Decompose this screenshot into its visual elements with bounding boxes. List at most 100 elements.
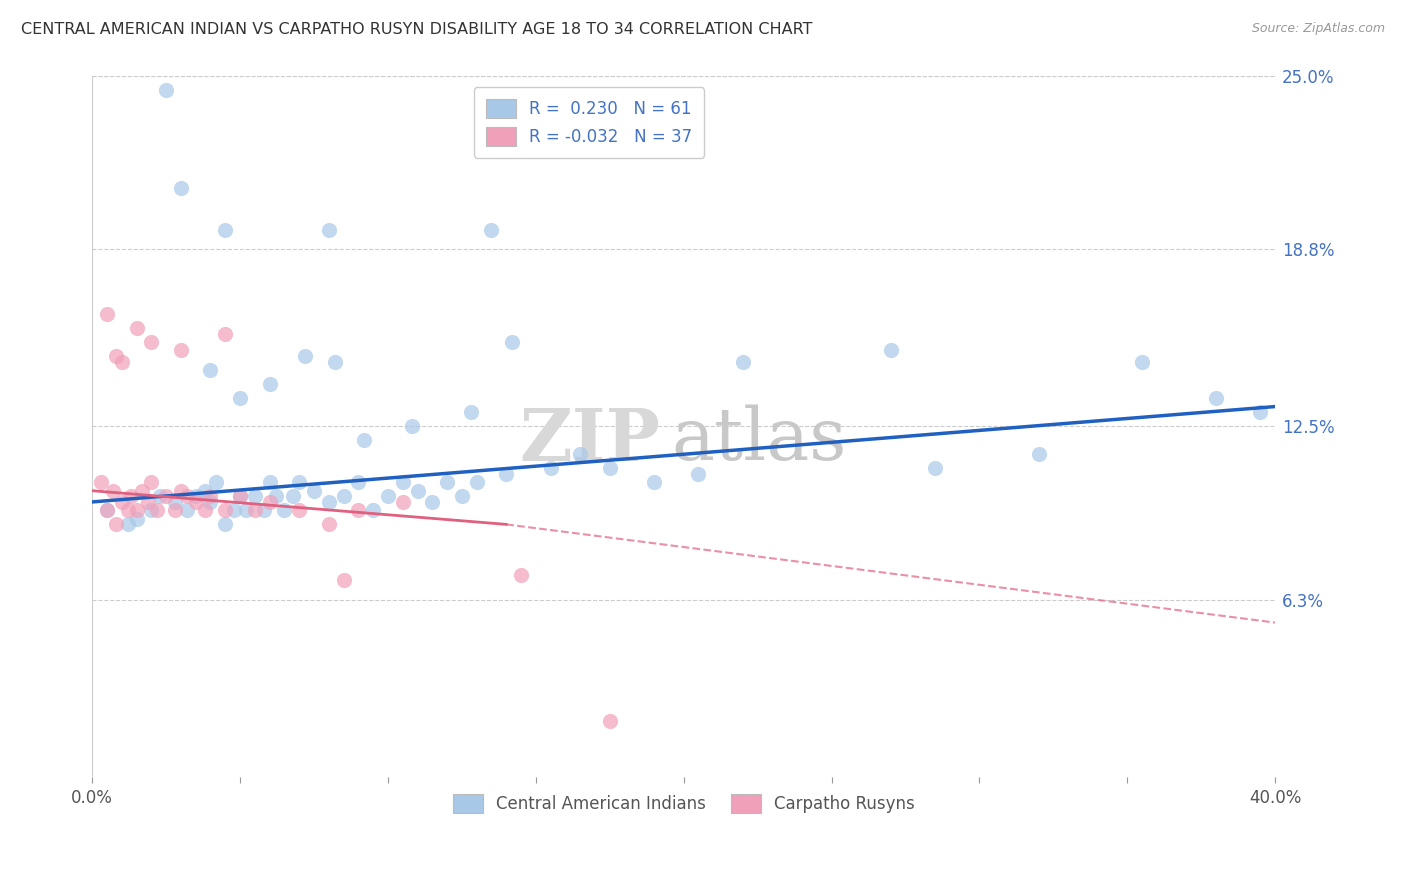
Point [193, 483, 215, 498]
Point [170, 483, 193, 498]
Point [176, 489, 198, 503]
Text: CENTRAL AMERICAN INDIAN VS CARPATHO RUSYN DISABILITY AGE 18 TO 34 CORRELATION CH: CENTRAL AMERICAN INDIAN VS CARPATHO RUSY… [21, 22, 813, 37]
Point [599, 714, 621, 728]
Point [731, 354, 754, 368]
Point [643, 475, 665, 490]
Point [460, 405, 482, 419]
Point [1249, 405, 1271, 419]
Point [125, 321, 148, 335]
Point [510, 567, 533, 582]
Point [170, 180, 193, 194]
Point [501, 334, 523, 349]
Point [111, 495, 134, 509]
Point [688, 467, 710, 481]
Point [465, 475, 488, 490]
Point [96, 307, 118, 321]
Point [924, 461, 946, 475]
Point [481, 223, 503, 237]
Point [318, 223, 340, 237]
Point [253, 503, 276, 517]
Point [141, 503, 163, 517]
Point [176, 503, 198, 517]
Point [205, 475, 228, 490]
Point [450, 489, 472, 503]
Point [599, 461, 621, 475]
Point [353, 434, 375, 448]
Point [283, 489, 305, 503]
Point [264, 489, 287, 503]
Point [224, 503, 246, 517]
Legend: Central American Indians, Carpatho Rusyns: Central American Indians, Carpatho Rusyn… [441, 782, 927, 824]
Text: atlas: atlas [672, 405, 848, 475]
Point [288, 475, 311, 490]
Point [391, 475, 413, 490]
Point [200, 489, 222, 503]
Point [214, 503, 236, 517]
Point [377, 489, 399, 503]
Point [214, 326, 236, 341]
Point [401, 419, 423, 434]
Point [120, 489, 142, 503]
Point [243, 503, 266, 517]
Point [1205, 391, 1227, 405]
Point [259, 495, 281, 509]
Point [243, 489, 266, 503]
Point [323, 354, 346, 368]
Point [131, 483, 153, 498]
Point [214, 223, 236, 237]
Point [96, 503, 118, 517]
Point [420, 495, 443, 509]
Point [111, 354, 134, 368]
Point [163, 495, 186, 509]
Point [347, 475, 370, 490]
Point [288, 503, 311, 517]
Point [184, 489, 207, 503]
Point [332, 574, 354, 588]
Point [259, 475, 281, 490]
Point [540, 461, 562, 475]
Point [229, 489, 252, 503]
Point [1130, 354, 1153, 368]
Point [125, 503, 148, 517]
Text: Source: ZipAtlas.com: Source: ZipAtlas.com [1251, 22, 1385, 36]
Point [347, 503, 370, 517]
Point [391, 495, 413, 509]
Point [141, 334, 163, 349]
Point [104, 349, 127, 363]
Point [302, 483, 325, 498]
Point [138, 495, 160, 509]
Point [200, 495, 222, 509]
Point [170, 343, 193, 358]
Point [214, 517, 236, 532]
Point [294, 349, 316, 363]
Point [259, 377, 281, 392]
Point [200, 363, 222, 377]
Point [104, 517, 127, 532]
Point [1028, 447, 1050, 461]
Point [436, 475, 458, 490]
Point [318, 495, 340, 509]
Point [332, 489, 354, 503]
Point [361, 503, 384, 517]
Point [149, 489, 172, 503]
Point [146, 503, 169, 517]
Point [273, 503, 295, 517]
Text: ZIP: ZIP [519, 405, 659, 475]
Point [229, 489, 252, 503]
Point [117, 503, 139, 517]
Point [96, 503, 118, 517]
Point [318, 517, 340, 532]
Point [880, 343, 903, 358]
Point [495, 467, 517, 481]
Point [117, 517, 139, 532]
Point [184, 495, 207, 509]
Point [155, 489, 177, 503]
Point [406, 483, 429, 498]
Point [163, 503, 186, 517]
Point [101, 483, 124, 498]
Point [229, 391, 252, 405]
Point [125, 512, 148, 526]
Point [155, 82, 177, 96]
Point [141, 475, 163, 490]
Point [90, 475, 112, 490]
